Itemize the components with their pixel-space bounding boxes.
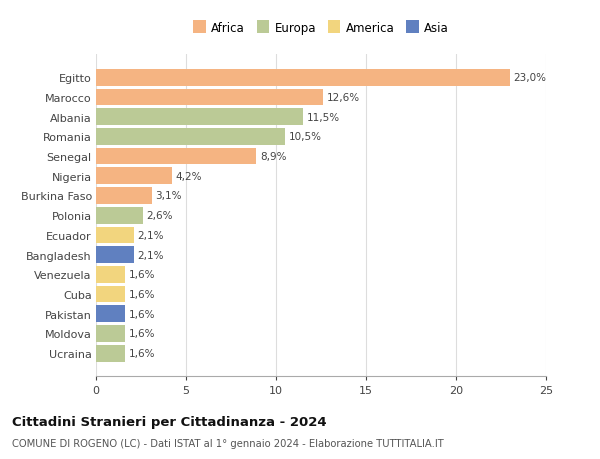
Text: 3,1%: 3,1% bbox=[155, 191, 182, 201]
Text: 1,6%: 1,6% bbox=[128, 309, 155, 319]
Bar bbox=[96, 70, 510, 86]
Text: COMUNE DI ROGENO (LC) - Dati ISTAT al 1° gennaio 2024 - Elaborazione TUTTITALIA.: COMUNE DI ROGENO (LC) - Dati ISTAT al 1°… bbox=[12, 438, 444, 448]
Bar bbox=[96, 168, 172, 185]
Legend: Africa, Europa, America, Asia: Africa, Europa, America, Asia bbox=[193, 22, 449, 35]
Bar bbox=[96, 306, 125, 322]
Bar bbox=[96, 188, 152, 204]
Text: 1,6%: 1,6% bbox=[128, 348, 155, 358]
Bar bbox=[96, 345, 125, 362]
Text: 8,9%: 8,9% bbox=[260, 152, 286, 162]
Bar bbox=[96, 246, 134, 263]
Bar bbox=[96, 207, 143, 224]
Text: Cittadini Stranieri per Cittadinanza - 2024: Cittadini Stranieri per Cittadinanza - 2… bbox=[12, 415, 326, 428]
Bar bbox=[96, 286, 125, 303]
Bar bbox=[96, 129, 285, 146]
Bar bbox=[96, 90, 323, 106]
Bar bbox=[96, 266, 125, 283]
Text: 11,5%: 11,5% bbox=[307, 112, 340, 123]
Text: 2,1%: 2,1% bbox=[137, 230, 164, 241]
Text: 1,6%: 1,6% bbox=[128, 270, 155, 280]
Bar bbox=[96, 148, 256, 165]
Text: 23,0%: 23,0% bbox=[514, 73, 547, 83]
Bar bbox=[96, 109, 303, 126]
Text: 1,6%: 1,6% bbox=[128, 290, 155, 299]
Bar bbox=[96, 227, 134, 244]
Bar bbox=[96, 325, 125, 342]
Text: 10,5%: 10,5% bbox=[289, 132, 322, 142]
Text: 2,1%: 2,1% bbox=[137, 250, 164, 260]
Text: 1,6%: 1,6% bbox=[128, 329, 155, 339]
Text: 4,2%: 4,2% bbox=[175, 171, 202, 181]
Text: 12,6%: 12,6% bbox=[326, 93, 359, 103]
Text: 2,6%: 2,6% bbox=[146, 211, 173, 221]
